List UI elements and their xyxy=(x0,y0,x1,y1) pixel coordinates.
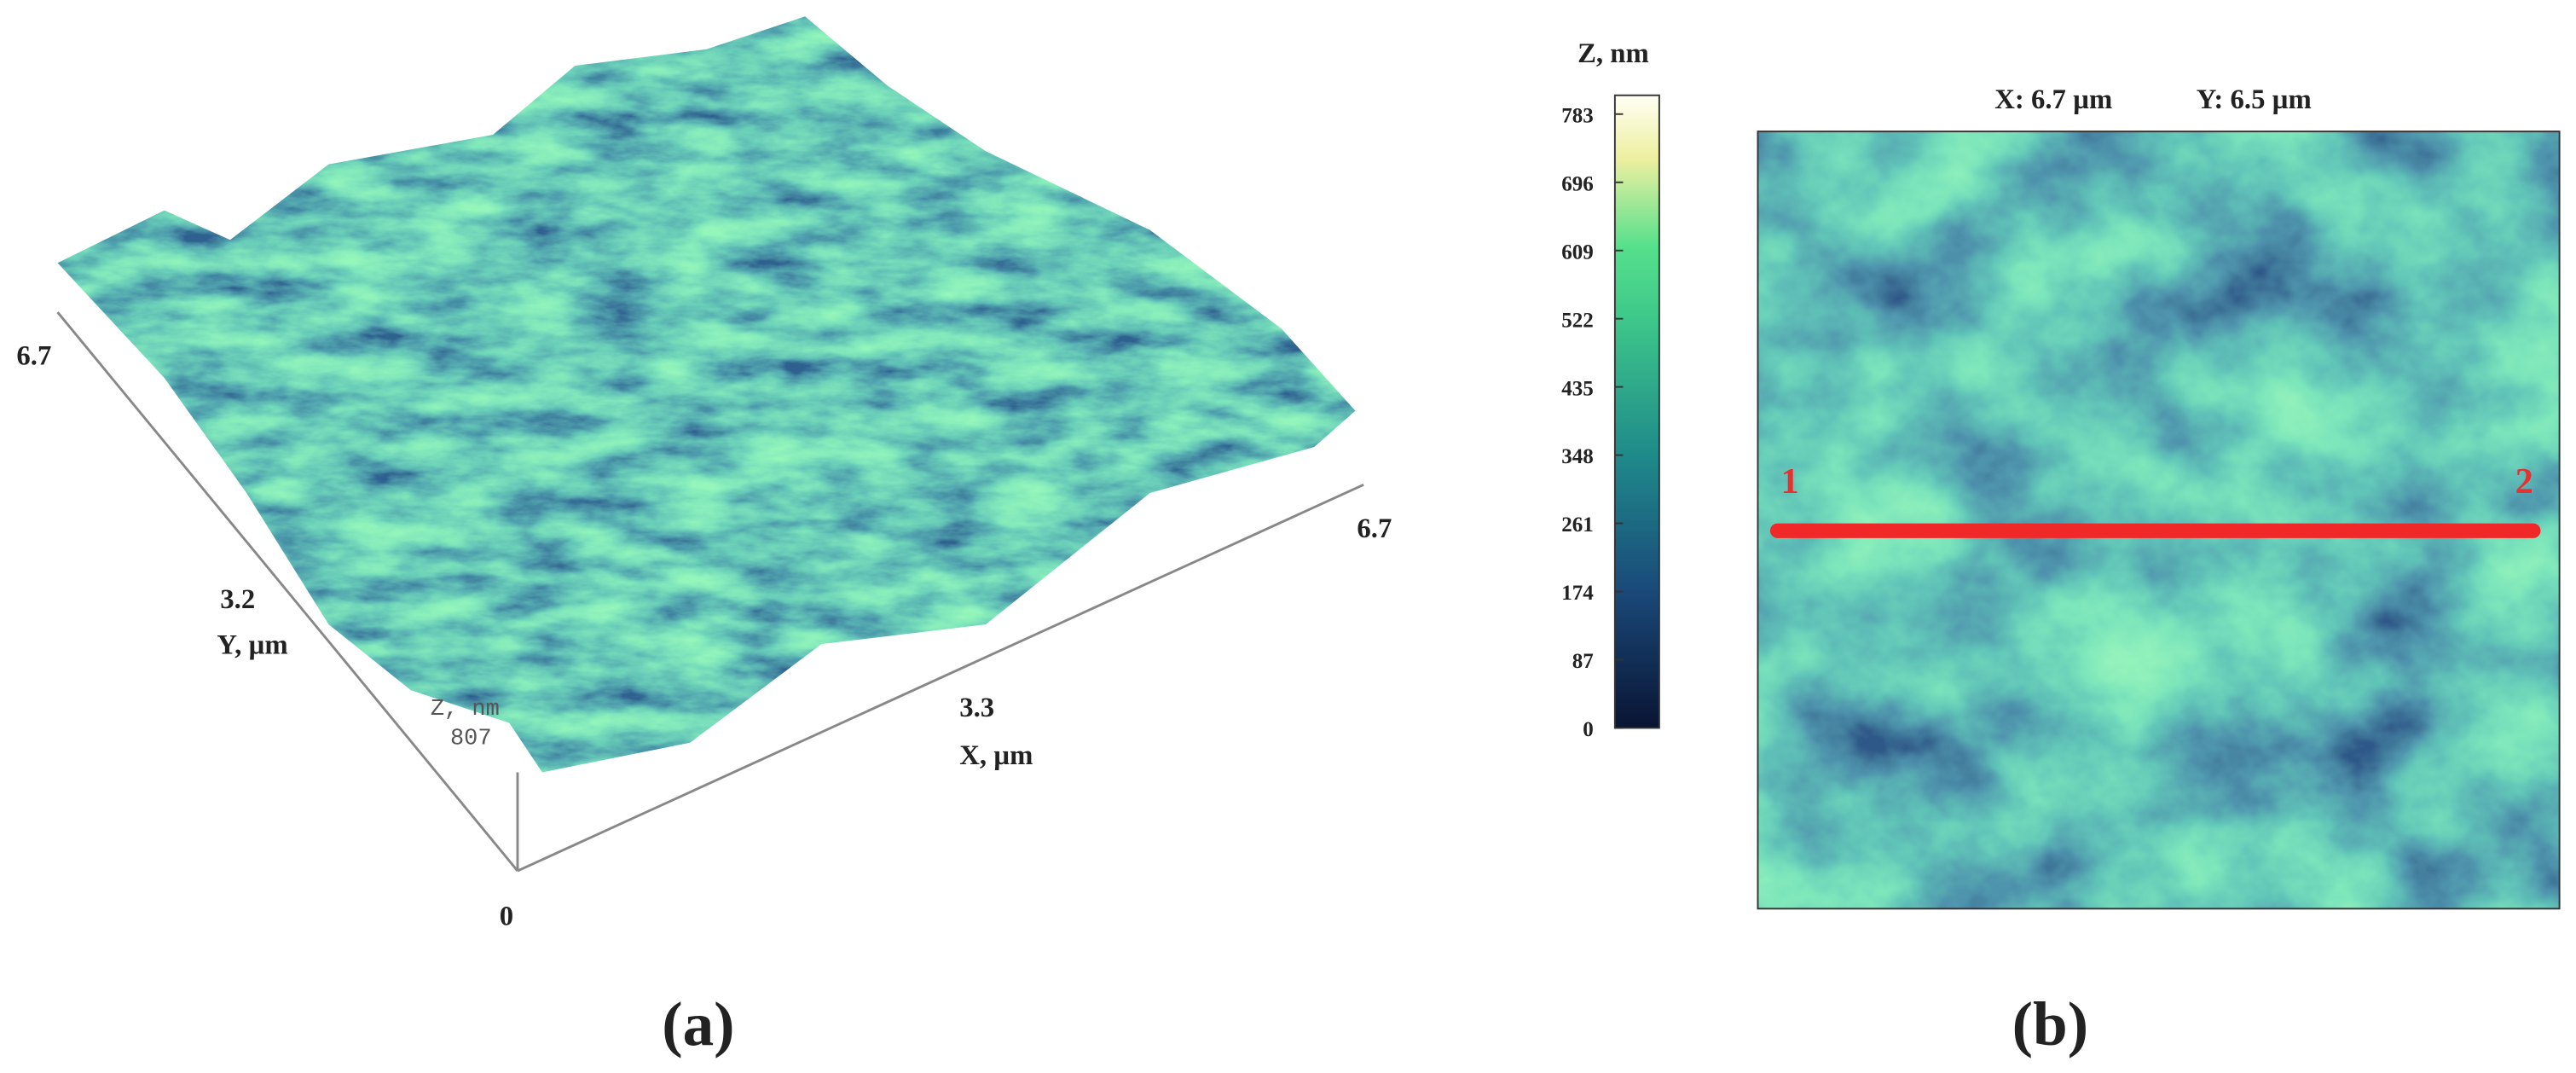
z-label: Z, nm xyxy=(431,697,500,722)
title-y: Y: 6.5 µm xyxy=(2197,84,2312,115)
colorbar-tick-label: 609 xyxy=(1561,241,1594,264)
colorbar-tick-label: 435 xyxy=(1561,377,1594,400)
profile-end: 2 xyxy=(2515,461,2533,502)
colorbar-tick-label: 0 xyxy=(1583,718,1594,741)
colorbar-label: Z, nm xyxy=(1577,38,1649,69)
y-axis xyxy=(56,311,519,872)
x-axis xyxy=(517,484,1364,873)
y-max: 6.7 xyxy=(16,341,51,372)
axes-3d xyxy=(56,311,1364,873)
y-mid: 3.2 xyxy=(220,584,255,615)
z-max: 807 xyxy=(450,727,492,752)
colorbar-tick-label: 261 xyxy=(1561,513,1594,536)
caption-a: (a) xyxy=(662,989,734,1058)
caption-b: (b) xyxy=(2012,989,2088,1058)
colorbar-tick-label: 87 xyxy=(1572,650,1594,673)
x-mid: 3.3 xyxy=(959,693,994,723)
colorbar-tick-label: 174 xyxy=(1561,582,1594,605)
colorbar-tick-label: 522 xyxy=(1561,309,1594,332)
colorbar-tick-label: 348 xyxy=(1561,445,1594,468)
colorbar-ticks: 783 696 609 522 435 348 261 174 87 0 xyxy=(1561,104,1624,741)
title-x: X: 6.7 µm xyxy=(1994,84,2112,115)
colorbar-tick-label: 783 xyxy=(1561,104,1594,127)
origin: 0 xyxy=(500,902,513,932)
x-max: 6.7 xyxy=(1357,513,1392,544)
x-label: X, µm xyxy=(959,740,1033,771)
y-label: Y, µm xyxy=(217,630,287,661)
map-frame xyxy=(1757,130,2561,910)
colorbar xyxy=(1613,94,1660,729)
height-map xyxy=(1757,131,2560,909)
colorbar-tick-label: 696 xyxy=(1561,172,1594,195)
profile-start: 1 xyxy=(1780,461,1798,502)
surface-3d xyxy=(57,16,1356,773)
